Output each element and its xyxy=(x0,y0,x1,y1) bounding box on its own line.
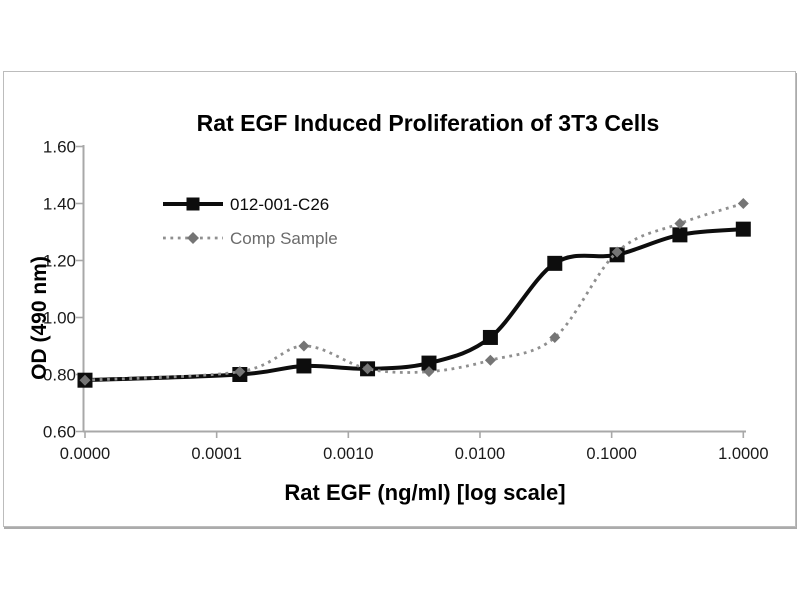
series-marker-square xyxy=(296,358,312,374)
series-marker-square xyxy=(735,221,751,237)
series-marker-square xyxy=(547,255,563,271)
y-axis-title: OD (490 nm) xyxy=(28,256,51,380)
x-axis-title: Rat EGF (ng/ml) [log scale] xyxy=(284,480,566,505)
series-marker-diamond xyxy=(362,363,374,375)
chart-frame xyxy=(3,71,796,527)
x-tick-label: 0.0010 xyxy=(323,445,373,463)
series-marker-square xyxy=(421,355,437,371)
legend-solid-line-swatch xyxy=(163,197,223,211)
series-marker-diamond xyxy=(674,217,686,229)
x-tick-label: 0.0100 xyxy=(455,445,505,463)
series-marker-square xyxy=(672,227,688,243)
y-tick-label: 0.60 xyxy=(43,423,76,442)
series-line-Comp Sample xyxy=(84,202,744,382)
y-tick-label: 1.20 xyxy=(43,252,76,271)
series-marker-diamond xyxy=(737,198,749,209)
y-tick-label: 0.80 xyxy=(43,366,76,385)
x-tick-label: 0.0001 xyxy=(191,445,241,463)
x-tick-label: 0.1000 xyxy=(586,445,636,463)
series-marker-square xyxy=(482,329,498,345)
chart-title: Rat EGF Induced Proliferation of 3T3 Cel… xyxy=(196,110,660,136)
legend-label-series-1: 012-001-C26 xyxy=(230,195,330,214)
legend-label-series-2: Comp Sample xyxy=(230,229,338,248)
x-tick-label: 1.0000 xyxy=(718,445,768,463)
y-tick-label: 1.00 xyxy=(43,309,76,328)
series-marker-diamond xyxy=(298,340,310,352)
series-marker-diamond xyxy=(611,246,623,258)
y-tick-label: 1.40 xyxy=(43,195,76,214)
legend-square-marker-icon xyxy=(186,197,200,211)
legend-diamond-marker-icon xyxy=(187,232,199,244)
series-line-012-001-C26 xyxy=(83,227,746,383)
series-marker-diamond xyxy=(423,366,435,378)
series-marker-diamond xyxy=(79,374,91,386)
y-tick-label: 1.60 xyxy=(43,138,76,157)
x-tick-label: 0.0000 xyxy=(60,445,110,463)
series-marker-diamond xyxy=(549,331,561,343)
series-marker-diamond xyxy=(234,366,246,378)
legend-dotted-line-swatch xyxy=(163,232,223,244)
series-marker-diamond xyxy=(484,354,496,366)
